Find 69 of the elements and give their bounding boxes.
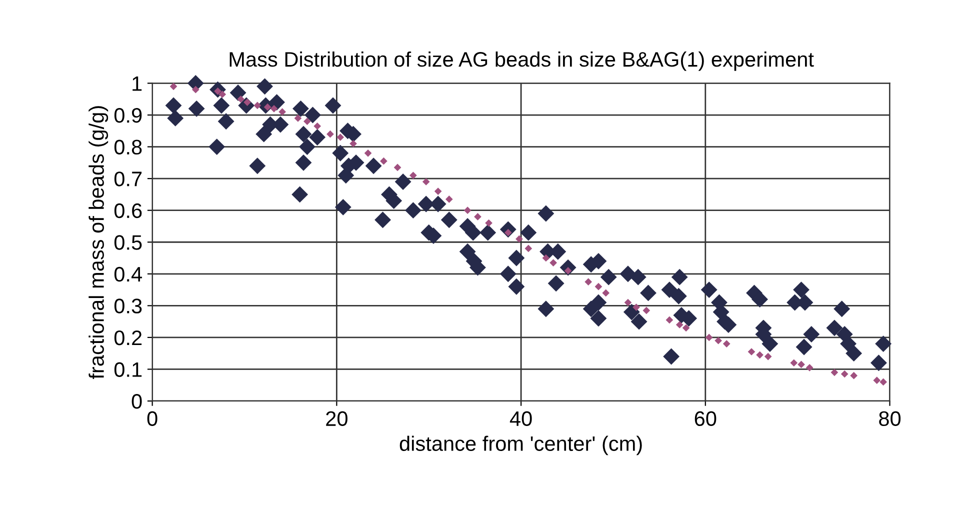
y-tick-label: 0.2 [114,330,142,346]
point [445,196,453,203]
point [364,149,372,157]
point [676,321,684,328]
y-tick-label: 0.8 [114,140,142,155]
x-tick-label: 0 [147,411,158,426]
point [254,102,262,110]
point [632,304,640,311]
x-tick-label: 20 [326,411,348,426]
point [748,348,756,356]
point [806,364,814,372]
y-tick-label: 0.4 [114,266,142,282]
point [705,334,713,342]
point [474,213,482,220]
point [380,157,388,165]
point [722,340,730,348]
point [756,351,764,359]
point [550,259,557,266]
point [278,108,286,116]
x-axis-title: distance from 'center' (cm) [400,436,642,456]
point [624,298,632,306]
point [594,282,602,290]
y-tick-label: 0.7 [114,172,142,186]
x-tick-label: 40 [510,411,532,426]
chart-title: Mass Distribution of size AG beads in size B&AG(1) experiment [230,51,814,71]
point [642,306,650,314]
point [790,359,798,367]
point [524,244,532,252]
y-tick-label: 0.5 [114,235,142,250]
point [434,188,442,195]
x-tick-label: 80 [879,411,901,426]
point [410,172,417,180]
y-tick-label: 0.3 [114,298,142,314]
y-tick-label: 0.1 [114,362,142,377]
point [682,324,690,332]
point [218,90,226,98]
point [314,122,321,130]
y-tick-label: 1 [132,76,142,91]
point [394,164,402,172]
y-tick-label: 0.6 [114,203,142,218]
y-tick-label: 0.9 [114,108,142,123]
point [880,378,887,386]
point [192,86,200,94]
point [270,104,278,112]
point [336,134,344,141]
point [584,278,592,286]
point [798,360,805,368]
point [666,316,674,324]
point [602,289,610,297]
point [326,130,334,138]
x-tick-label: 60 [694,411,716,426]
point [840,370,848,378]
point [850,372,858,380]
point [170,82,178,90]
point [516,235,523,243]
y-axis-title: fractional mass of beads (g/g) [88,106,108,380]
point [350,140,357,148]
point [294,114,302,122]
point [464,206,472,214]
point [830,368,838,376]
point [422,178,430,186]
y-tick-label: 0 [132,394,142,409]
point [714,336,722,344]
point [873,376,881,384]
point [542,254,550,262]
point [237,95,244,103]
point [304,118,311,126]
point [485,219,492,227]
point [764,352,772,360]
